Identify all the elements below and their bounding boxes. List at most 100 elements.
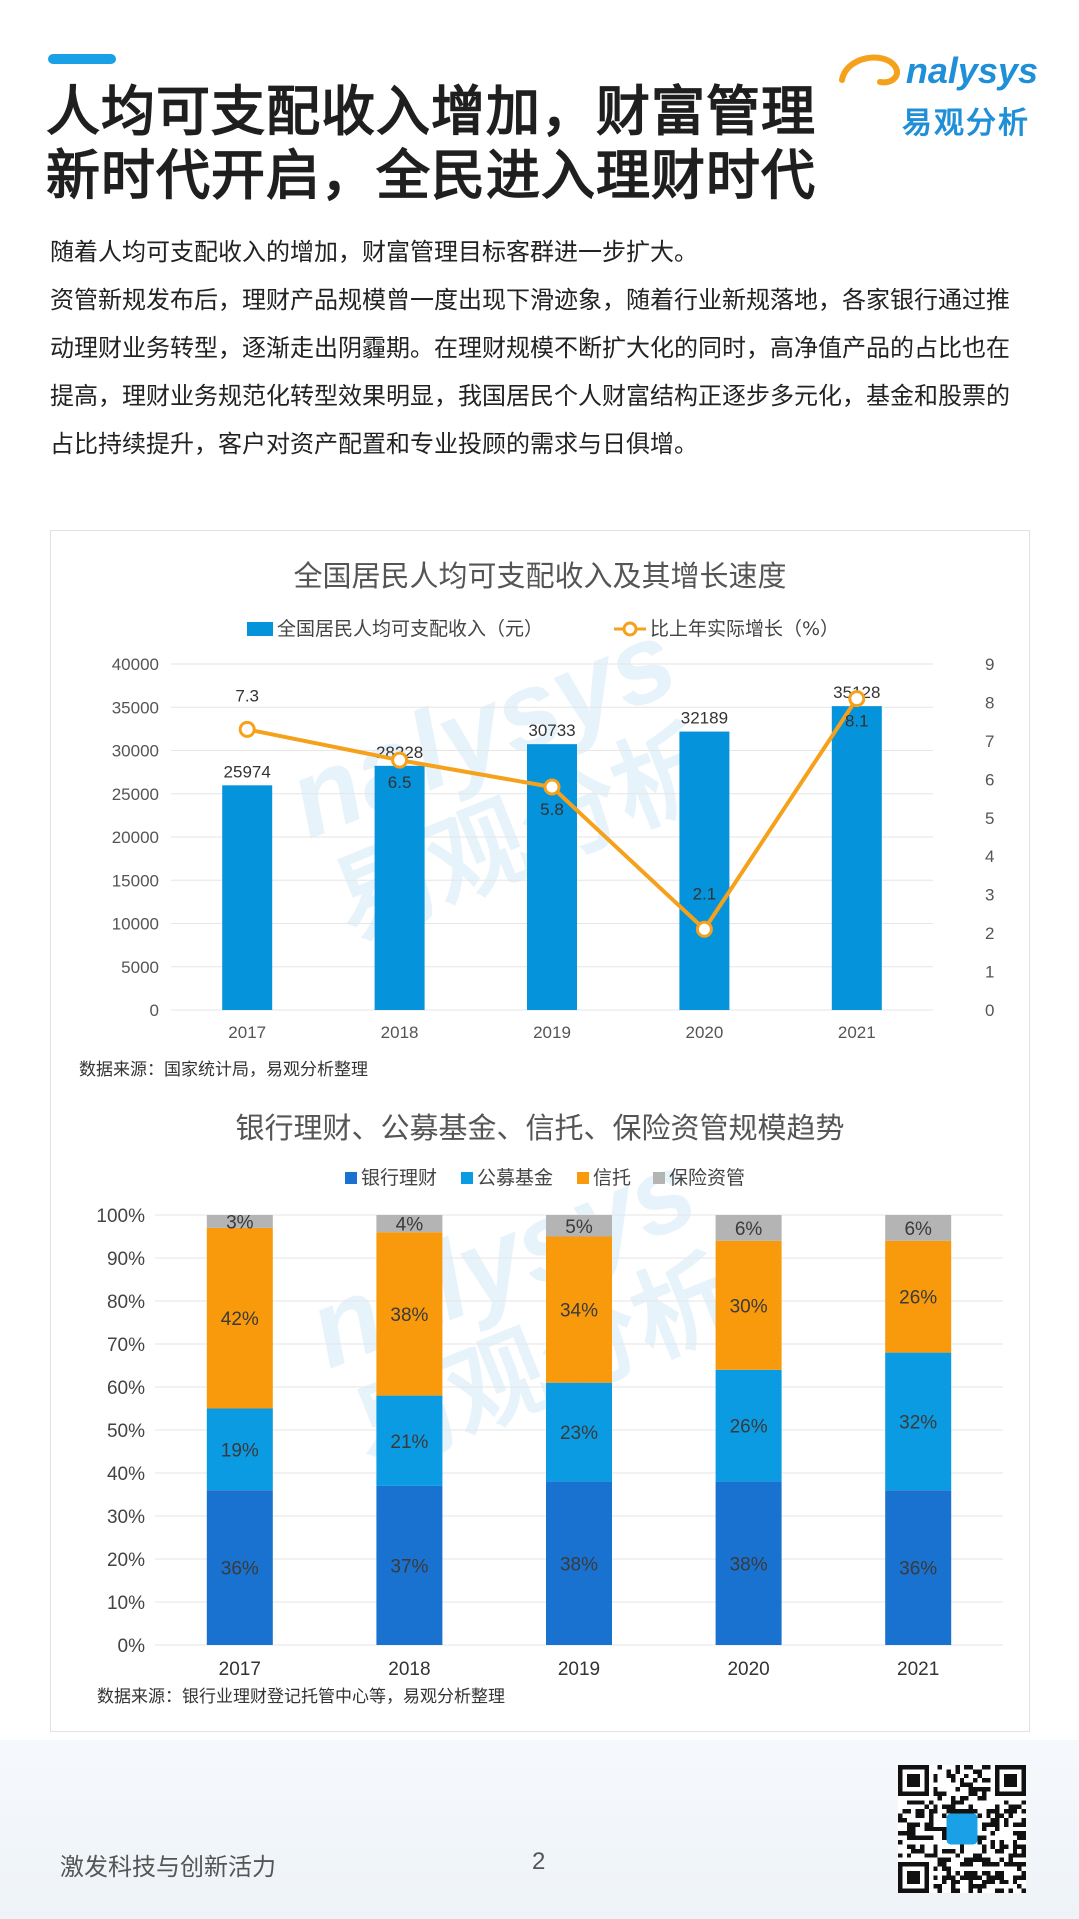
chart2-segment-label: 37% <box>390 1556 428 1577</box>
chart1-bar-label: 30733 <box>528 721 575 740</box>
analysys-logo: nalysys 易观分析 <box>838 44 1038 144</box>
chart1-bar-label: 25974 <box>224 762 271 781</box>
chart2-y-tick: 70% <box>107 1335 145 1356</box>
chart2-segment <box>715 1240 782 1370</box>
chart2-segment <box>376 1485 443 1645</box>
chart2-segment <box>885 1490 952 1645</box>
logo-chinese: 易观分析 <box>902 106 1030 141</box>
title-accent-bar <box>48 54 116 64</box>
chart2-source: 数据来源：银行业理财登记托管中心等，易观分析整理 <box>97 1687 505 1707</box>
chart1-legend-line-label: 比上年实际增长（%） <box>650 618 839 640</box>
chart2-y-tick: 30% <box>107 1507 145 1528</box>
chart2-segment <box>376 1232 443 1396</box>
chart2-y-tick: 90% <box>107 1249 145 1270</box>
chart2-segment-label: 36% <box>899 1559 937 1580</box>
chart1-line-point <box>543 778 561 796</box>
chart1-y-left-tick: 15000 <box>112 871 159 890</box>
chart2-segment <box>885 1352 952 1491</box>
chart2-legend-label: 保险资管 <box>669 1167 745 1189</box>
chart2-y-tick: 80% <box>107 1292 145 1313</box>
page-title-line1: 人均可支配收入增加，财富管理 <box>46 80 816 143</box>
chart1-line-point <box>848 690 866 708</box>
chart1-line-label: 5.8 <box>540 800 564 819</box>
chart1-y-right-tick: 4 <box>985 847 994 866</box>
chart2-x-tick: 2021 <box>897 1659 939 1680</box>
chart2-title: 银行理财、公募基金、信托、保险资管规模趋势 <box>235 1111 844 1145</box>
chart2-y-tick: 60% <box>107 1378 145 1399</box>
chart2-segment <box>546 1215 612 1237</box>
chart2-segment-label: 5% <box>565 1217 593 1238</box>
chart1-legend-bar-swatch <box>247 622 273 636</box>
chart1-bar <box>222 785 273 1010</box>
chart1-y-left-tick: 20000 <box>112 828 159 847</box>
chart2-y-tick: 100% <box>96 1206 145 1227</box>
chart1-line-point <box>238 720 256 738</box>
chart2-legend-swatch <box>577 1172 589 1184</box>
chart1-y-right-tick: 8 <box>985 693 994 712</box>
chart2-segment-label: 36% <box>221 1559 259 1580</box>
chart1-title: 全国居民人均可支配收入及其增长速度 <box>293 559 786 593</box>
chart2-segment <box>206 1227 273 1409</box>
chart2-segment-label: 3% <box>226 1212 254 1233</box>
chart1-line-label: 8.1 <box>845 712 869 731</box>
chart2-segment <box>715 1369 782 1482</box>
chart2-legend-label: 银行理财 <box>361 1167 437 1189</box>
charts-panel: nalysys 易观分析 nalysys 易观分析 全国居民人均可支配收入及其增长速度全… <box>50 530 1030 1732</box>
chart2-legend-swatch <box>653 1172 665 1184</box>
chart1-line-label: 7.3 <box>235 686 259 705</box>
intro-text: 随着人均可支配收入的增加，财富管理目标客群进一步扩大。 资管新规发布后，理财产品… <box>50 228 1020 468</box>
chart1-line-point <box>391 751 409 769</box>
logo-swoosh-icon <box>839 54 900 86</box>
chart2-segment-label: 4% <box>396 1215 424 1236</box>
chart2-x-tick: 2018 <box>388 1659 430 1680</box>
logo-wordmark: nalysys <box>905 50 1038 91</box>
intro-paragraph-2: 资管新规发布后，理财产品规模曾一度出现下滑迹象，随着行业新规落地，各家银行通过推… <box>50 286 1010 458</box>
chart1-y-right-tick: 6 <box>985 770 994 789</box>
chart1-y-left-tick: 35000 <box>112 698 159 717</box>
chart2-legend-swatch <box>345 1172 357 1184</box>
chart2-segment <box>206 1408 273 1491</box>
chart2-segment <box>885 1240 952 1353</box>
chart2-segment <box>206 1215 273 1228</box>
chart2-x-tick: 2020 <box>727 1659 769 1680</box>
chart1-x-tick: 2018 <box>381 1023 419 1042</box>
chart1-bar-label: 32189 <box>681 709 728 728</box>
chart1-y-right-tick: 1 <box>985 963 994 982</box>
chart1-source: 数据来源：国家统计局，易观分析整理 <box>79 1060 368 1080</box>
chart2-segment <box>885 1215 952 1241</box>
chart2-legend-label: 信托 <box>593 1167 631 1189</box>
chart2-y-tick: 20% <box>107 1550 145 1571</box>
chart2-segment <box>715 1481 782 1645</box>
chart1-y-left-tick: 30000 <box>112 742 159 761</box>
chart2-segment <box>376 1395 443 1486</box>
chart1-legend-bar-label: 全国居民人均可支配收入（元） <box>277 618 543 640</box>
chart2-segment <box>376 1215 443 1233</box>
page-title: 人均可支配收入增加，财富管理 新时代开启，全民进入理财时代 <box>46 80 866 208</box>
chart2-segment-label: 21% <box>390 1432 428 1453</box>
chart1-y-right-tick: 0 <box>985 1001 994 1020</box>
page-title-line2: 新时代开启，全民进入理财时代 <box>46 144 816 207</box>
chart2-y-tick: 40% <box>107 1464 145 1485</box>
chart1-x-tick: 2019 <box>533 1023 571 1042</box>
chart1-y-right-tick: 2 <box>985 924 994 943</box>
charts-canvas: nalysys易观分析nalysys易观分析全国居民人均可支配收入及其增长速度全… <box>79 559 1003 1707</box>
chart2-x-tick: 2019 <box>558 1659 600 1680</box>
chart1-legend-line-marker <box>622 621 638 637</box>
chart1-y-right-tick: 5 <box>985 809 994 828</box>
chart2-segment-label: 34% <box>560 1301 598 1322</box>
chart2-y-tick: 50% <box>107 1421 145 1442</box>
chart2-y-tick: 0% <box>118 1636 146 1657</box>
chart2-y-tick: 10% <box>107 1593 145 1614</box>
chart1-bar <box>374 765 425 1010</box>
chart2-segment-label: 6% <box>904 1219 932 1240</box>
chart2-segment-label: 42% <box>221 1309 259 1330</box>
chart1-line-point <box>695 920 713 938</box>
chart2-segment-label: 26% <box>899 1288 937 1309</box>
chart1-y-left-tick: 40000 <box>112 655 159 674</box>
chart1-y-left-tick: 5000 <box>121 958 159 977</box>
chart2-segment-label: 6% <box>735 1219 763 1240</box>
chart1-x-tick: 2017 <box>228 1023 266 1042</box>
chart2-segment-label: 30% <box>730 1296 768 1317</box>
chart2-segment <box>546 1236 612 1383</box>
footer-slogan: 激发科技与创新活力 <box>60 1853 276 1881</box>
